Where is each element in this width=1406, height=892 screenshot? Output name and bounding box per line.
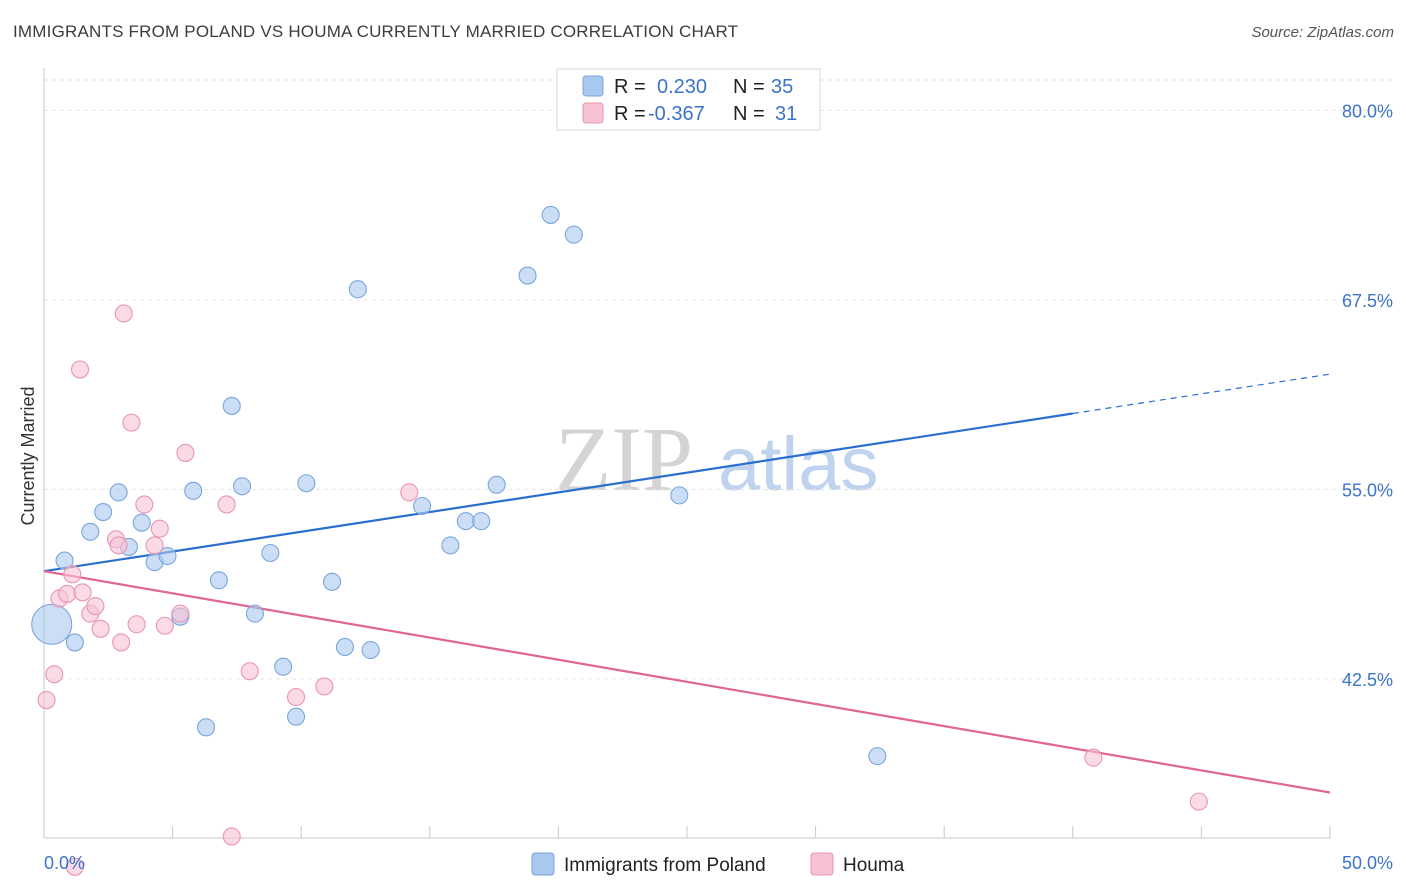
y-axis-label: Currently Married <box>18 386 38 525</box>
legend-n-value-2: 31 <box>775 103 797 125</box>
series-legend-label-poland: Immigrants from Poland <box>564 855 766 876</box>
series-legend: Immigrants from Poland Houma <box>531 852 905 876</box>
point-houma <box>65 857 84 876</box>
trend-line-poland <box>43 412 1073 573</box>
point-houma <box>315 677 334 696</box>
source-credit: Source: ZipAtlas.com <box>1251 24 1394 41</box>
point-houma <box>73 583 92 602</box>
point-houma <box>127 615 146 634</box>
point-poland <box>335 637 354 657</box>
point-houma <box>240 662 259 681</box>
point-houma <box>1189 792 1208 811</box>
point-poland <box>541 205 560 224</box>
series-legend-swatch-houma <box>810 852 834 876</box>
point-poland <box>245 604 264 623</box>
point-poland <box>184 481 203 500</box>
point-poland <box>81 522 100 541</box>
point-poland <box>209 571 228 590</box>
legend-n-label-1: N = <box>733 76 765 98</box>
point-houma <box>145 536 164 555</box>
point-houma <box>287 687 306 707</box>
point-poland <box>94 503 113 522</box>
point-houma <box>37 690 56 710</box>
legend-r-label-2: R = <box>614 103 646 125</box>
point-poland <box>31 603 73 645</box>
y-tick-label: 67.5% <box>1342 291 1393 311</box>
watermark-zip: ZIP <box>555 408 693 510</box>
point-houma <box>91 619 110 638</box>
point-poland <box>232 477 252 496</box>
chart-title: IMMIGRANTS FROM POLAND VS HOUMA CURRENTL… <box>13 22 739 41</box>
point-poland <box>670 486 689 505</box>
point-houma <box>171 604 190 623</box>
x-tick-label-max: 50.0% <box>1342 853 1393 873</box>
point-poland <box>487 475 506 494</box>
point-houma <box>45 665 64 684</box>
y-tick-labels: 42.5% 55.0% 67.5% 80.0% <box>1342 101 1393 690</box>
point-houma <box>155 616 174 635</box>
point-houma <box>176 443 195 462</box>
point-poland <box>441 536 460 555</box>
point-houma <box>70 360 90 379</box>
point-poland <box>868 747 887 766</box>
legend-r-value-1: 0.230 <box>657 76 707 98</box>
point-houma <box>150 519 169 538</box>
point-houma <box>109 536 128 555</box>
point-poland <box>297 474 316 493</box>
point-poland <box>132 513 151 532</box>
point-poland <box>323 572 342 591</box>
trend-line-extension <box>1072 373 1331 415</box>
point-poland <box>472 512 491 531</box>
series-legend-label-houma: Houma <box>843 855 905 876</box>
stats-legend: R = 0.230 N = 35 R = -0.367 N = 31 <box>556 68 821 131</box>
point-houma <box>58 584 77 603</box>
point-poland <box>413 496 432 516</box>
point-poland <box>65 633 84 652</box>
point-poland <box>456 512 475 531</box>
point-houma <box>135 495 154 514</box>
legend-r-label-1: R = <box>614 76 646 98</box>
x-tick-label-min: 0.0% <box>44 853 85 873</box>
point-houma <box>1084 748 1103 767</box>
legend-n-value-1: 35 <box>771 76 793 98</box>
legend-swatch-poland <box>582 75 604 97</box>
point-houma <box>122 413 141 432</box>
axes <box>43 68 1331 839</box>
point-poland <box>287 707 306 726</box>
point-poland <box>109 483 128 502</box>
point-houma <box>217 495 236 514</box>
point-poland <box>222 396 241 415</box>
series-legend-swatch-poland <box>531 852 555 876</box>
legend-swatch-houma <box>582 102 604 124</box>
point-poland <box>361 640 380 660</box>
legend-r-value-2: -0.367 <box>648 103 705 125</box>
point-poland <box>564 225 583 244</box>
y-tick-label: 55.0% <box>1342 480 1393 500</box>
y-tick-label: 80.0% <box>1342 101 1393 121</box>
data-points <box>31 205 1208 876</box>
point-houma <box>222 827 241 846</box>
y-tick-label: 42.5% <box>1342 670 1393 690</box>
point-poland <box>274 657 293 676</box>
point-poland <box>348 280 367 299</box>
point-houma <box>400 483 419 502</box>
point-houma <box>86 597 105 616</box>
point-poland <box>261 543 280 563</box>
x-tick-labels: 0.0% 50.0% <box>44 853 1393 873</box>
point-poland <box>518 266 537 285</box>
point-houma <box>114 304 133 323</box>
point-poland <box>55 551 74 570</box>
point-poland <box>158 546 177 566</box>
trend-line-houma <box>43 570 1331 794</box>
point-houma <box>63 565 82 584</box>
point-houma <box>112 633 131 652</box>
legend-n-label-2: N = <box>733 103 765 125</box>
point-poland <box>196 718 216 737</box>
gridlines <box>44 79 1394 680</box>
